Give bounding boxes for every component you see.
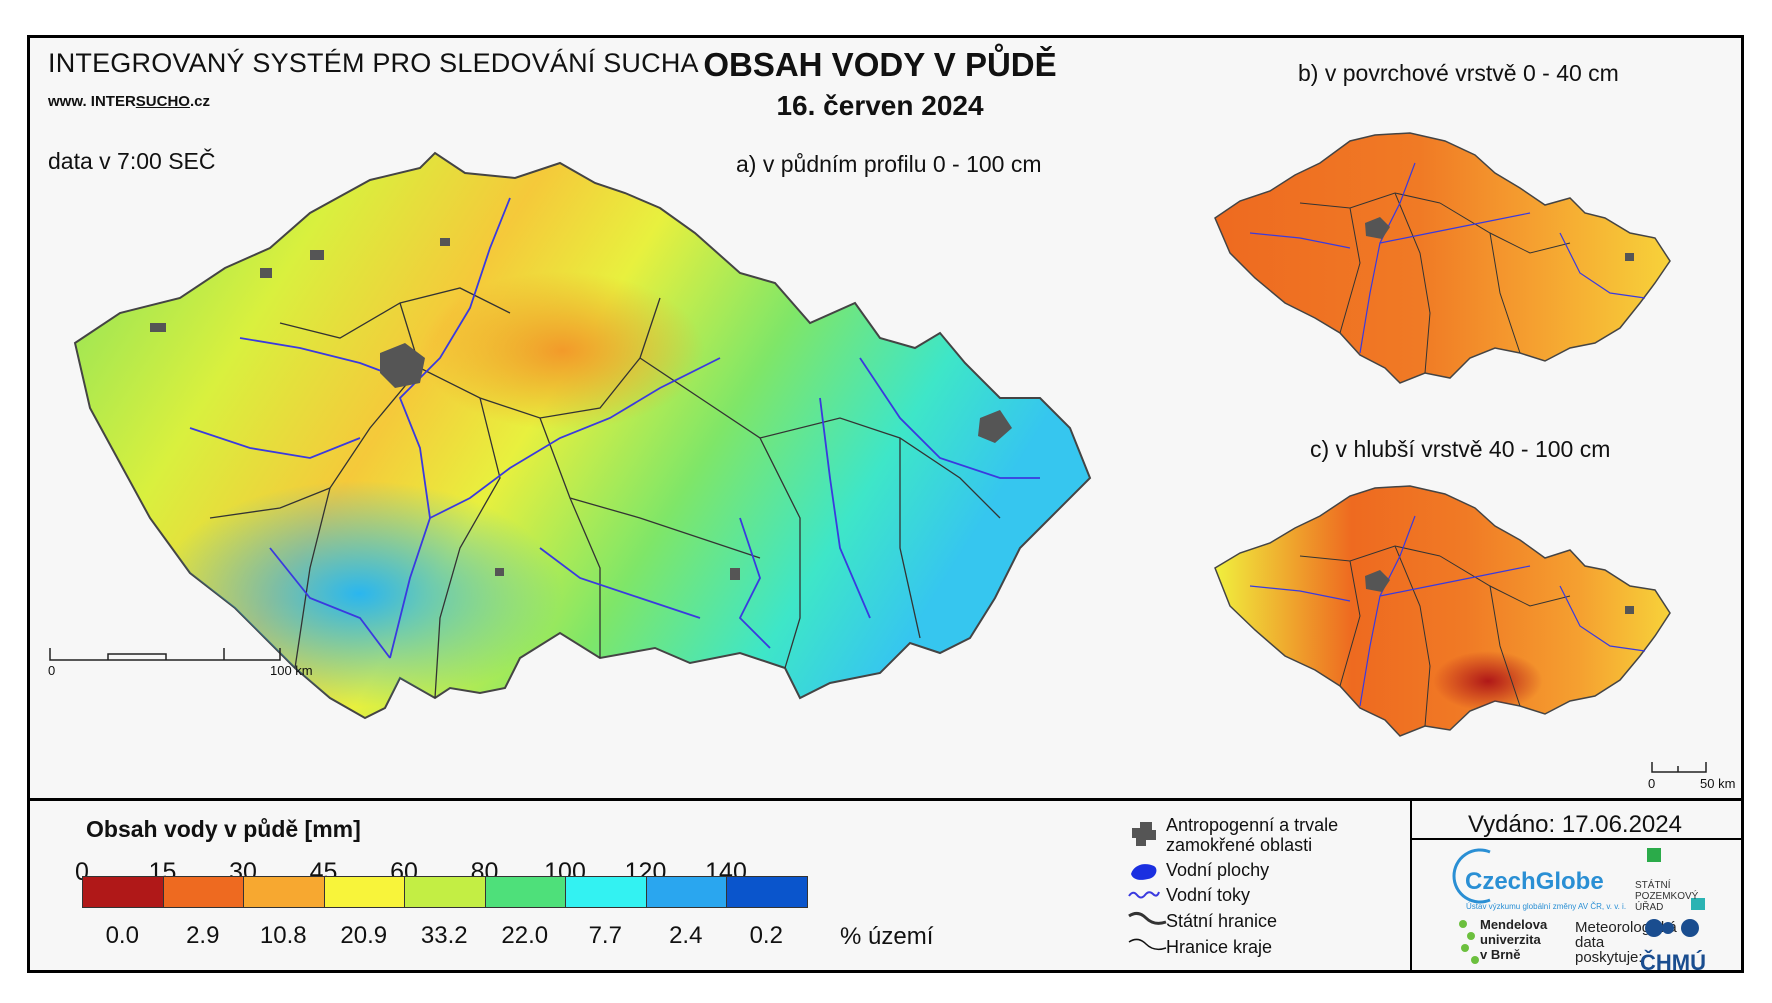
state-border-icon <box>1128 911 1167 925</box>
website-main: INTER <box>90 93 136 110</box>
main-date: 16. červen 2024 <box>776 90 984 121</box>
water-body-icon <box>1131 864 1157 880</box>
divider-horizontal <box>30 798 1741 801</box>
map-c-deeper-layer <box>1214 485 1671 737</box>
key-anthropogenic-line2: zamokřené oblasti <box>1166 835 1313 855</box>
key-streams: Vodní toky <box>1166 885 1251 905</box>
legend-percent-3: 20.9 <box>340 922 388 949</box>
urban-areas-a <box>150 238 1012 580</box>
region-border-icon <box>1128 938 1167 951</box>
czechglobe-logo: CzechGlobe <box>1465 868 1604 895</box>
data-time: data v 7:00 SEČ <box>48 148 216 174</box>
website-highlight: SUCHO <box>135 93 190 110</box>
legend-swatch-4 <box>404 876 486 908</box>
system-title: INTEGROVANÝ SYSTÉM PRO SLEDOVÁNÍ SUCHA <box>48 48 699 78</box>
stream-icon <box>1128 891 1160 899</box>
map-area: INTEGROVANÝ SYSTÉM PRO SLEDOVÁNÍ SUCHA w… <box>30 38 1741 798</box>
czechglobe-logo-icon <box>1452 848 1491 904</box>
map-frame: INTEGROVANÝ SYSTÉM PRO SLEDOVÁNÍ SUCHA w… <box>27 35 1744 975</box>
mendel-logo-line2: univerzita <box>1480 932 1541 947</box>
rivers-a <box>189 197 1040 659</box>
map-b-surface-layer <box>1214 132 1671 384</box>
chmu-logo: ČHMÚ <box>1640 950 1706 975</box>
region-borders-a <box>209 287 1001 699</box>
spu-logo-icon <box>1647 848 1705 910</box>
legend-percent-0: 0.0 <box>105 922 139 949</box>
key-state-border: Státní hranice <box>1166 911 1278 931</box>
divider-vertical <box>1410 801 1412 970</box>
legend-percent-2: 10.8 <box>259 922 307 949</box>
map-a-full-profile <box>73 151 1092 720</box>
chmu-logo-icon <box>1645 919 1699 937</box>
mendel-logo-icon <box>1459 920 1479 964</box>
czechglobe-subtitle: Ústav výzkumu globální změny AV ČR, v. v… <box>1466 902 1627 911</box>
map-b-label: b) v povrchové vrstvě 0 - 40 cm <box>1298 60 1619 86</box>
legend-percent-4: 33.2 <box>420 922 468 949</box>
scale-bar-small <box>1651 762 1707 773</box>
legend-swatch-2 <box>243 876 325 908</box>
issued-date: Vydáno: 17.06.2024 <box>1468 811 1682 838</box>
legend-percent-unit: % území <box>840 923 934 950</box>
legend-percent-5: 22.0 <box>501 922 549 949</box>
legend-swatch-0 <box>82 876 164 908</box>
legend-swatch-7 <box>645 876 727 908</box>
legend-title: Obsah vody v půdě [mm] <box>86 816 361 842</box>
scale-small-end: 50 km <box>1700 776 1736 791</box>
scale-main-end: 100 km <box>270 663 313 678</box>
anthropogenic-area-icon <box>1132 822 1156 846</box>
website-link[interactable]: www. INTERSUCHO.cz <box>48 93 210 110</box>
legend-swatch-1 <box>162 876 244 908</box>
website-prefix: www. <box>48 93 87 110</box>
scale-bar-main <box>49 648 281 661</box>
website-suffix: .cz <box>189 93 210 110</box>
met-data-line2: data <box>1575 934 1605 951</box>
divider-issued <box>1412 838 1741 840</box>
key-water-bodies: Vodní plochy <box>1166 860 1270 880</box>
scale-main-start: 0 <box>48 663 56 678</box>
legend-percent-6: 7.7 <box>588 922 622 949</box>
map-a-label: a) v půdním profilu 0 - 100 cm <box>736 151 1042 177</box>
legend-swatch-3 <box>323 876 405 908</box>
legend-swatch-8 <box>726 876 808 908</box>
legend-percent-8: 0.2 <box>749 922 783 949</box>
mendel-logo-line3: v Brně <box>1480 947 1521 962</box>
legend-swatch-6 <box>565 876 647 908</box>
spu-logo-line2: POZEMKOVÝ <box>1635 891 1699 902</box>
legend-percent-7: 2.4 <box>669 922 703 949</box>
scale-small-start: 0 <box>1648 776 1656 791</box>
legend-percent-1: 2.9 <box>186 922 220 949</box>
met-data-line3: poskytuje: <box>1575 949 1643 966</box>
legend-swatch-5 <box>484 876 566 908</box>
key-anthropogenic-line1: Antropogenní a trvale <box>1166 815 1339 835</box>
spu-logo-line1: STÁTNÍ <box>1635 880 1671 891</box>
key-region-border: Hranice kraje <box>1166 937 1273 957</box>
main-title: OBSAH VODY V PŮDĚ <box>703 46 1057 83</box>
spu-logo-line3: ÚŘAD <box>1635 902 1664 913</box>
map-c-label: c) v hlubší vrstvě 40 - 100 cm <box>1310 436 1611 462</box>
mendel-logo-line1: Mendelova <box>1480 917 1548 932</box>
